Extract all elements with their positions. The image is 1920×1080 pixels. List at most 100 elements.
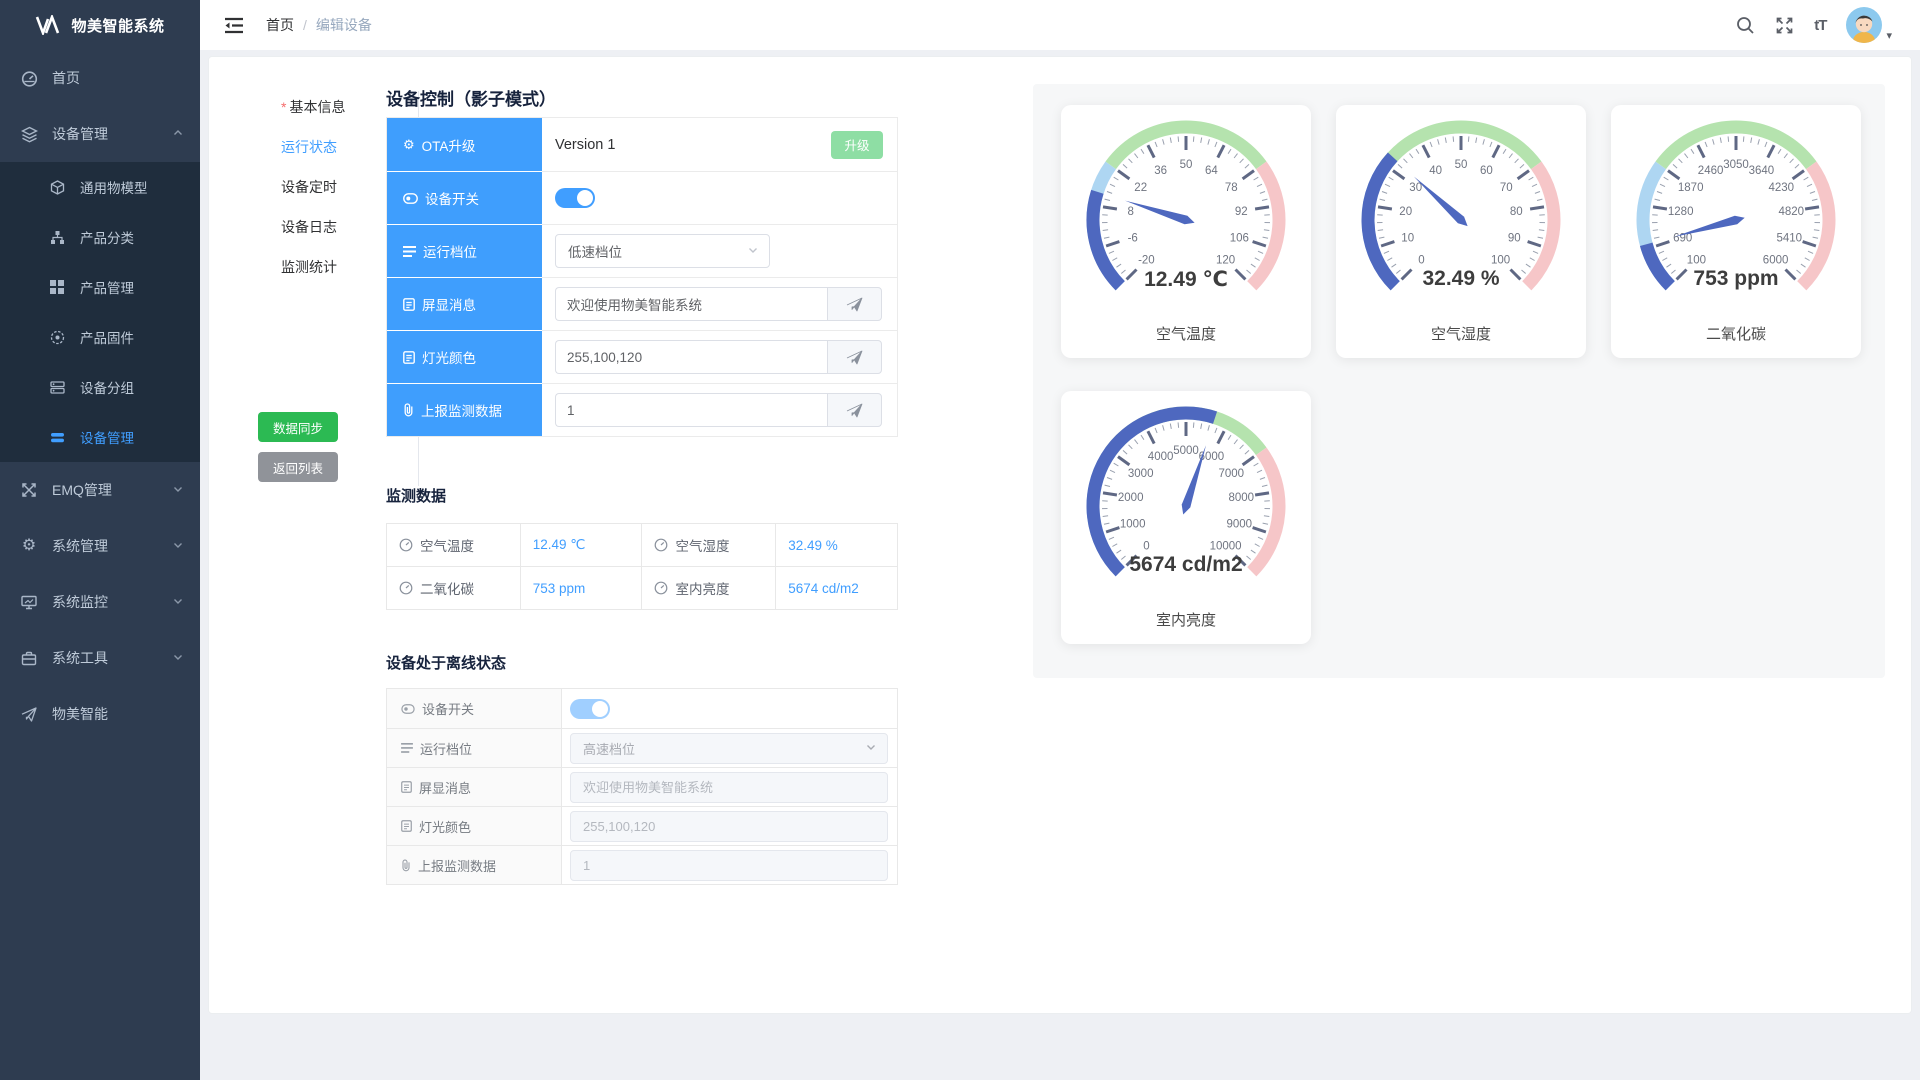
offline-screen-message-input [570,771,888,803]
device-switch-toggle[interactable] [555,188,595,208]
form-row-report-data: 上报监测数据 [387,383,897,436]
screen-message-input[interactable] [555,287,827,321]
user-menu[interactable]: ▾ [1846,7,1892,43]
sidebar-item-home[interactable]: 首页 [0,50,200,106]
report-data-input[interactable] [555,393,827,427]
monitor-value: 5674 cd/m2 [775,566,898,610]
offline-report-data-label: 上报监测数据 [387,846,562,884]
breadcrumb-separator: / [303,17,307,33]
sidebar-item-emq[interactable]: EMQ管理 [0,462,200,518]
chevron-down-icon [172,482,184,498]
svg-text:92: 92 [1235,206,1248,218]
svg-text:3000: 3000 [1128,468,1154,480]
gauge-card-humidity: 0 10 20 30 40 50 60 70 80 90 100 32.49 % 空气湿度 [1336,105,1586,358]
form-row-light-color: 灯光颜色 [387,330,897,383]
sidebar-item-device-manage[interactable]: 设备管理 [0,412,200,462]
document-icon [403,297,415,311]
svg-text:30: 30 [1409,182,1422,194]
tab-device-log[interactable]: 设备日志 [281,219,337,235]
gauge-mini-icon [655,581,668,595]
svg-text:6000: 6000 [1763,255,1789,267]
gauge-value: 753 ppm [1693,267,1779,290]
font-size-icon[interactable]: tT [1814,16,1827,34]
sidebar-item-system-tools[interactable]: 系统工具 [0,630,200,686]
svg-text:22: 22 [1134,182,1147,194]
data-sync-button[interactable]: 数据同步 [258,412,338,442]
paper-plane-icon [20,705,38,723]
send-button[interactable] [827,393,882,427]
send-button[interactable] [827,287,882,321]
sidebar-collapse-icon[interactable] [224,17,244,34]
gauge-card-co2: 100 690 1280 1870 2460 3050 3640 4230 4820 5410 60… [1611,105,1861,358]
svg-text:7000: 7000 [1219,468,1245,480]
chevron-down-icon [865,741,877,756]
caret-down-icon: ▾ [1886,30,1892,42]
tab-device-timer[interactable]: 设备定时 [281,179,337,195]
offline-gear-label: 运行档位 [387,729,562,767]
svg-text:78: 78 [1225,182,1238,194]
sidebar-item-product-category[interactable]: 产品分类 [0,212,200,262]
sidebar-item-device-group[interactable]: 设备分组 [0,362,200,412]
gear-level-select[interactable]: 低速档位 [555,234,770,268]
toggle-icon [401,703,415,714]
temperature-gauge: -20-6 822 36 50 64 78 92 106 120 [1086,120,1286,291]
svg-text:8000: 8000 [1229,492,1255,504]
sidebar-submenu-device: 通用物模型 产品分类 产品管理 产品固件 设备分组 [0,162,200,462]
sidebar-item-product-management[interactable]: 产品管理 [0,262,200,312]
svg-text:106: 106 [1230,232,1249,244]
svg-text:0: 0 [1143,541,1149,553]
svg-text:10000: 10000 [1210,541,1242,553]
svg-text:2460: 2460 [1698,165,1724,177]
sidebar-item-thing-model[interactable]: 通用物模型 [0,162,200,212]
send-plane-icon [846,403,863,417]
svg-text:1000: 1000 [1120,518,1146,530]
tab-basic-info[interactable]: * 基本信息 [281,99,346,115]
device-layers-icon [20,125,38,143]
monitor-icon [20,593,38,611]
gauge-mini-icon [399,538,413,552]
back-to-list-button[interactable]: 返回列表 [258,452,338,482]
light-color-label: 灯光颜色 [387,330,542,383]
gauge-value: 5674 cd/m2 [1129,553,1243,576]
list-icon [403,245,416,257]
svg-text:100: 100 [1491,255,1510,267]
offline-screen-message-label: 屏显消息 [387,768,562,806]
form-row-switch: 设备开关 [387,171,897,224]
upgrade-button[interactable]: 升级 [831,130,883,159]
svg-text:50: 50 [1180,159,1193,171]
sidebar-item-system-monitor[interactable]: 系统监控 [0,574,200,630]
switch-label: 设备开关 [387,171,542,224]
device-tab-nav: * 基本信息 运行状态 设备定时 设备日志 监测统计 [269,87,419,287]
offline-light-color-label: 灯光颜色 [387,807,562,845]
search-icon[interactable] [1736,16,1755,35]
svg-text:40: 40 [1429,165,1442,177]
header-actions: tT ▾ [1736,7,1920,43]
breadcrumb-home[interactable]: 首页 [266,17,294,33]
offline-light-color-input [570,810,888,842]
svg-text:50: 50 [1455,159,1468,171]
sidebar-item-product-firmware[interactable]: 产品固件 [0,312,200,362]
fullscreen-icon[interactable] [1775,16,1794,35]
emq-icon [20,481,38,499]
report-data-label: 上报监测数据 [387,383,542,436]
sidebar-item-wumei-smart[interactable]: 物美智能 [0,686,200,742]
gauge-mini-icon [655,538,668,552]
svg-text:10: 10 [1401,232,1414,244]
firmware-icon [48,328,66,346]
light-color-input[interactable] [555,340,827,374]
list-icon [401,743,413,753]
sidebar-item-device-management[interactable]: 设备管理 [0,106,200,162]
send-plane-icon [846,297,863,311]
toolbox-icon [20,649,38,667]
screen-message-label: 屏显消息 [387,277,542,330]
sidebar-item-system-management[interactable]: ⚙ 系统管理 [0,518,200,574]
svg-text:8: 8 [1127,206,1133,218]
svg-text:70: 70 [1500,182,1513,194]
offline-switch-label: 设备开关 [387,689,562,728]
svg-text:2000: 2000 [1118,492,1144,504]
sidebar: 物美智能系统 首页 设备管理 通用物模型 产品分类 [0,0,200,1080]
svg-text:4000: 4000 [1148,451,1174,463]
send-button[interactable] [827,340,882,374]
tab-monitor-stats[interactable]: 监测统计 [281,259,337,275]
svg-text:36: 36 [1154,165,1167,177]
